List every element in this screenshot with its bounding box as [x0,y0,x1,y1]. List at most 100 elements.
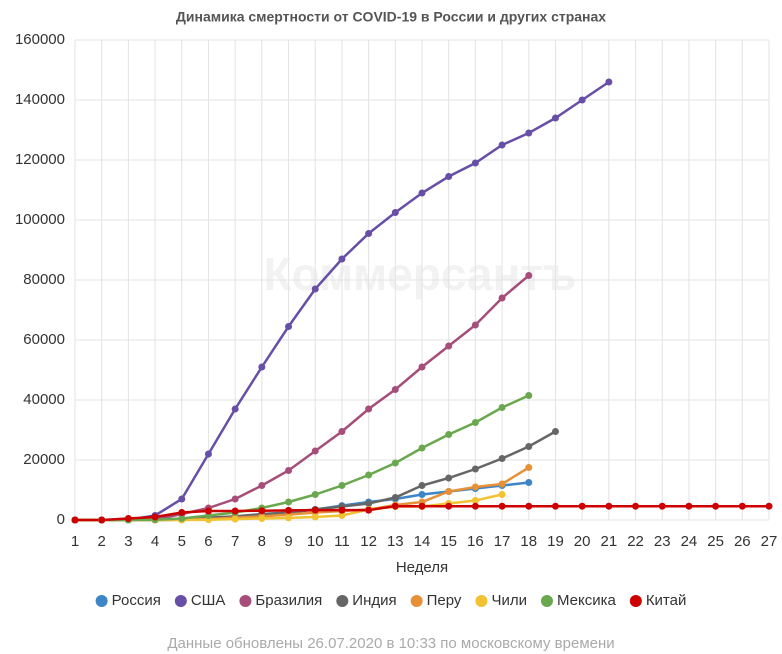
y-tick-label: 60000 [23,331,65,348]
point [391,459,399,467]
legend-label: Китай [646,592,687,609]
point [525,392,533,399]
point [311,506,319,514]
point [204,450,212,458]
x-tick-label: 19 [547,533,564,550]
point [445,173,453,180]
point [418,502,426,510]
x-tick-label: 14 [414,533,431,550]
point [525,129,533,137]
point [418,189,426,197]
legend-label: Чили [491,592,527,609]
point [498,502,506,510]
x-tick-label: 26 [734,533,751,550]
point [338,506,346,514]
point [471,465,479,473]
point [471,159,479,167]
point [445,474,453,482]
y-tick-label: 80000 [23,271,65,288]
x-tick-label: 2 [98,533,106,550]
point [258,363,266,371]
y-tick-label: 0 [57,511,65,528]
x-tick-label: 5 [178,533,186,550]
point [551,428,559,435]
point [525,502,533,510]
x-tick-label: 24 [681,533,698,550]
x-tick-label: 18 [520,533,537,550]
point [445,431,453,438]
point [712,502,720,510]
legend-swatch [475,595,488,607]
y-tick-label: 140000 [15,91,65,108]
legend-swatch [410,595,423,607]
legend-swatch [629,595,642,607]
x-tick-label: 6 [204,533,212,550]
point [338,255,346,263]
point [498,491,506,498]
point [311,491,319,498]
legend-swatch [336,595,349,607]
point [285,498,293,506]
y-tick-label: 160000 [15,31,65,48]
x-tick-label: 12 [360,533,377,550]
x-tick-label: 11 [334,533,350,550]
point [578,502,586,510]
point [551,114,559,122]
point [471,497,479,504]
point [338,482,346,489]
point [71,516,79,524]
y-tick-label: 120000 [15,151,65,168]
point [365,230,373,237]
point [418,363,426,371]
x-tick-label: 25 [707,533,724,550]
x-tick-label: 20 [574,533,591,550]
x-tick-label: 22 [627,533,644,550]
point [231,515,239,523]
point [525,272,533,279]
point [498,404,506,411]
point [231,495,239,503]
footer: Данные обновлены 26.07.2020 в 10:33 по м… [167,635,614,652]
point [311,513,319,521]
x-tick-label: 21 [601,533,618,550]
x-tick-label: 10 [307,533,324,550]
point [765,502,773,510]
legend-label: Индия [352,592,396,609]
legend-label: Россия [112,592,161,609]
x-tick-label: 1 [71,533,79,550]
point [178,495,186,503]
point [632,502,640,510]
point [605,502,613,510]
point [258,507,266,515]
x-axis-label: Неделя [396,559,448,576]
point [338,428,346,435]
point [365,405,373,413]
point [445,502,453,510]
point [498,141,506,149]
point [365,471,373,479]
point [578,96,586,104]
point [525,464,533,471]
point [471,321,479,329]
point [418,491,426,498]
point [471,483,479,491]
point [445,342,453,350]
x-tick-label: 15 [440,533,457,550]
x-tick-label: 17 [494,533,511,550]
legend-label: Бразилия [255,592,322,609]
chart-title: Динамика смертности от COVID-19 в России… [176,9,606,25]
legend-swatch [174,595,187,607]
point [338,512,346,519]
point [285,514,293,522]
point [365,500,373,507]
x-tick-label: 27 [761,533,778,550]
point [658,502,666,510]
x-tick-label: 8 [258,533,266,550]
point [418,482,426,489]
point [151,513,159,521]
x-tick-label: 9 [284,533,292,550]
point [498,294,506,302]
point [178,515,186,522]
point [391,209,399,216]
